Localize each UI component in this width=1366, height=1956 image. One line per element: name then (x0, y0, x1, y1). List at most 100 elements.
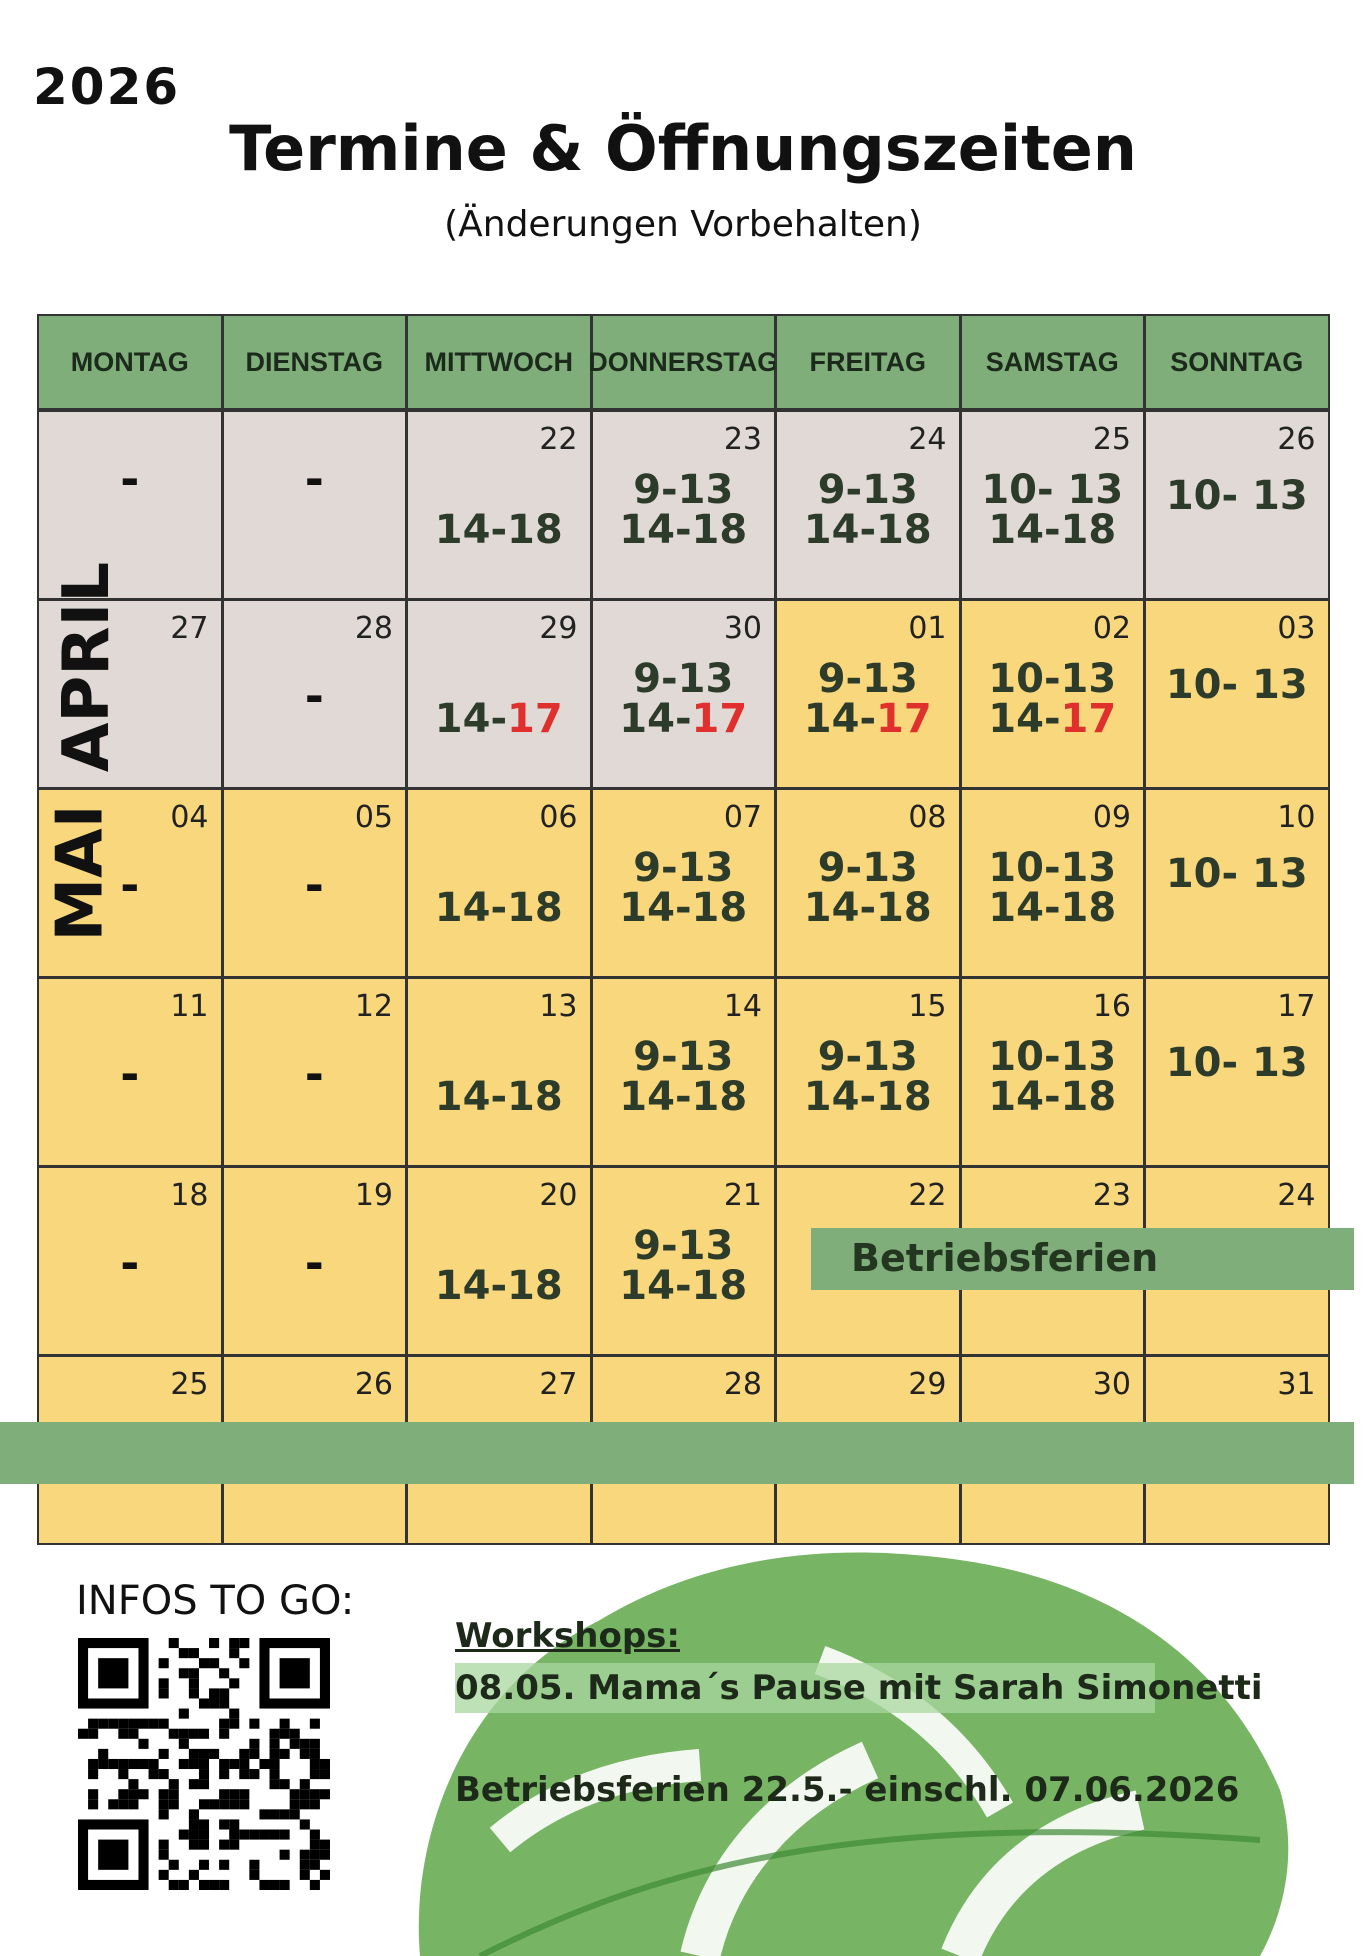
day-cell: - (37, 410, 223, 600)
hours-morning: 9-13 (633, 1223, 734, 1269)
hours-start: 14- (619, 696, 692, 742)
closure-band-label: Betriebsferien (851, 1236, 1159, 1280)
day-cell: 24 9-13 14-18 (775, 410, 961, 600)
day-cell: 05- (221, 788, 407, 978)
closed-dash: - (304, 1236, 324, 1290)
hours-morning: 10- 13 (1165, 473, 1308, 519)
day-number: 06 (539, 800, 578, 835)
closed-dash: - (120, 858, 140, 912)
weekday-header: FREITAG (775, 314, 961, 410)
day-number: 28 (354, 611, 393, 646)
hours-afternoon: 14-18 (619, 507, 748, 553)
hours-morning: 9-13 (633, 467, 734, 513)
day-cell: 04- (37, 788, 223, 978)
closed-dash: - (304, 452, 324, 506)
hours-morning: 10- 13 (1165, 1040, 1308, 1086)
hours-morning: 10-13 (988, 845, 1117, 891)
day-number: 03 (1277, 611, 1316, 646)
day-number: 31 (1277, 1367, 1316, 1402)
day-number: 19 (354, 1178, 393, 1213)
day-number: 30 (723, 611, 762, 646)
weekday-header: DONNERSTAG (588, 314, 778, 410)
day-number: 28 (723, 1367, 762, 1402)
day-cell: 29 14-17 (406, 599, 592, 789)
year: 2026 (33, 58, 181, 116)
weekday-header: MONTAG (37, 314, 223, 410)
day-number: 04 (170, 800, 209, 835)
day-number: 11 (170, 989, 209, 1024)
closure-band-full-week (0, 1422, 1354, 1484)
day-number: 24 (1277, 1178, 1316, 1213)
hours-afternoon: 14-17 (777, 699, 959, 739)
hours-afternoon: 14-18 (619, 885, 748, 931)
day-cell: 11- (37, 977, 223, 1167)
hours-morning: 9-13 (817, 467, 918, 513)
closed-dash: - (304, 858, 324, 912)
hours-morning: 9-13 (817, 845, 918, 891)
day-number: 23 (1092, 1178, 1131, 1213)
day-cell: 23 9-13 14-18 (590, 410, 776, 600)
weekday-header: DIENSTAG (221, 314, 407, 410)
day-number: 26 (1277, 422, 1316, 457)
day-cell: 27 (37, 599, 223, 789)
hours-afternoon: 14-18 (803, 1074, 932, 1120)
hours-morning: 10- 13 (1165, 662, 1308, 708)
hours-end-changed: 17 (507, 696, 563, 742)
day-cell: 16 10-13 14-18 (959, 977, 1145, 1167)
hours-afternoon: 14-18 (988, 1074, 1117, 1120)
hours-morning: 10-13 (988, 656, 1117, 702)
closed-dash: - (120, 452, 140, 506)
workshops-heading: Workshops: (455, 1616, 681, 1656)
weekday-header: MITTWOCH (406, 314, 592, 410)
day-number: 22 (539, 422, 578, 457)
day-number: 22 (908, 1178, 947, 1213)
day-number: 18 (170, 1178, 209, 1213)
day-cell: 09 10-13 14-18 (959, 788, 1145, 978)
day-cell: 14 9-13 14-18 (590, 977, 776, 1167)
day-cell: 17 10- 13 (1144, 977, 1330, 1167)
day-number: 25 (170, 1367, 209, 1402)
day-cell: 13 14-18 (406, 977, 592, 1167)
closure-band (811, 1228, 1354, 1290)
hours-morning: 9-13 (633, 656, 734, 702)
day-number: 27 (539, 1367, 578, 1402)
day-cell: 18- (37, 1166, 223, 1356)
hours-morning: 9-13 (633, 845, 734, 891)
hours-end-changed: 17 (691, 696, 748, 742)
day-cell: 07 9-13 14-18 (590, 788, 776, 978)
closed-dash: - (120, 1236, 140, 1290)
hours-afternoon: 14-17 (962, 699, 1144, 739)
hours-afternoon: 14-18 (803, 885, 932, 931)
month-label-april: APRIL (50, 561, 125, 773)
day-number: 13 (539, 989, 578, 1024)
hours-start: 14- (434, 696, 508, 742)
day-cell: 30 9-13 14-17 (590, 599, 776, 789)
closed-dash: - (120, 1047, 140, 1101)
hours-morning: 9-13 (633, 1034, 734, 1080)
day-number: 30 (1092, 1367, 1131, 1402)
hours-end-changed: 17 (876, 696, 932, 742)
workshop-highlight (455, 1663, 1155, 1713)
hours-afternoon: 14-18 (434, 885, 563, 931)
day-number: 14 (723, 989, 762, 1024)
day-number: 20 (539, 1178, 578, 1213)
qr-code-icon[interactable] (78, 1638, 330, 1890)
hours-afternoon: 14-18 (988, 885, 1117, 931)
day-number: 15 (908, 989, 947, 1024)
day-number: 29 (908, 1367, 947, 1402)
hours-afternoon: 14-18 (803, 507, 932, 553)
day-number: 24 (908, 422, 947, 457)
calendar-grid: MONTAG DIENSTAG MITTWOCH DONNERSTAG FREITAG S… (0, 314, 1354, 1545)
day-cell: 15 9-13 14-18 (775, 977, 961, 1167)
day-cell: 08 9-13 14-18 (775, 788, 961, 978)
hours-afternoon: 14-17 (408, 699, 590, 739)
day-cell: - (221, 410, 407, 600)
day-number: 12 (354, 989, 393, 1024)
day-number: 23 (723, 422, 762, 457)
day-cell: 19- (221, 1166, 407, 1356)
weekday-header: SAMSTAG (959, 314, 1145, 410)
day-cell: 28- (221, 599, 407, 789)
day-number: 25 (1092, 422, 1131, 457)
closed-dash: - (304, 1047, 324, 1101)
hours-start: 14- (803, 696, 877, 742)
